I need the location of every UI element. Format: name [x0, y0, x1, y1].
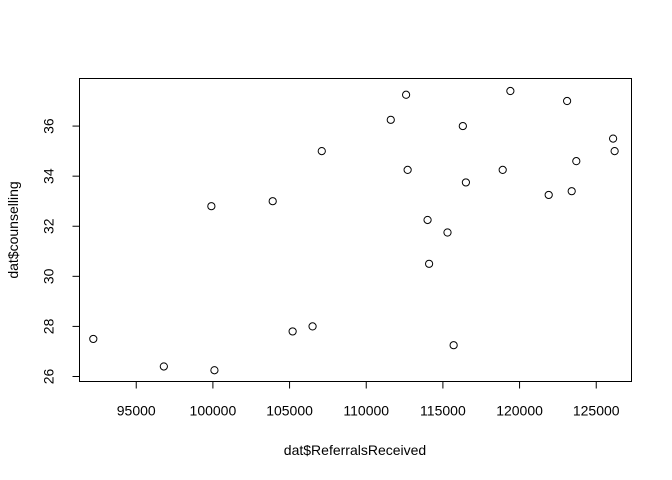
data-point [567, 187, 576, 196]
data-point [506, 86, 515, 96]
x-axis: 95000 100000 105000 110000 115000 120000 12500… [117, 381, 620, 419]
data-point [308, 322, 317, 331]
data-point [609, 134, 618, 143]
y-tick-label: 32 [41, 218, 57, 234]
data-point [423, 215, 432, 225]
data-points [89, 86, 619, 375]
data-point [563, 96, 572, 106]
data-point [610, 147, 619, 156]
plot-frame [79, 78, 632, 382]
data-point [458, 121, 467, 131]
data-point [425, 259, 434, 268]
y-tick-label: 26 [41, 368, 57, 384]
x-tick-label: 125000 [573, 403, 620, 419]
y-axis: 26 28 30 32 34 36 [41, 118, 80, 384]
y-tick-label: 36 [41, 118, 57, 134]
y-tick-label: 34 [41, 168, 57, 184]
x-tick-label: 120000 [496, 403, 543, 419]
x-tick-label: 105000 [266, 403, 313, 419]
data-point [402, 90, 411, 99]
x-tick-label: 100000 [190, 403, 237, 419]
data-point [461, 178, 470, 187]
data-point [89, 334, 98, 344]
y-axis-title: dat$counselling [5, 181, 21, 278]
data-point [210, 366, 219, 375]
data-point [544, 190, 553, 200]
data-point [207, 202, 216, 211]
y-tick-label: 28 [41, 318, 57, 334]
data-point [443, 228, 452, 237]
x-tick-label: 115000 [420, 403, 466, 419]
x-tick-label: 95000 [117, 403, 156, 419]
data-point [572, 157, 581, 166]
data-point [317, 147, 326, 156]
y-tick-label: 30 [41, 268, 57, 284]
data-point [159, 362, 168, 371]
data-point [288, 327, 297, 336]
x-axis-title: dat$ReferralsReceived [284, 442, 426, 458]
data-point [403, 165, 412, 175]
x-tick-label: 110000 [343, 403, 389, 419]
data-point [449, 341, 458, 350]
data-point [386, 115, 395, 124]
data-point [498, 165, 507, 175]
data-point [268, 197, 277, 206]
